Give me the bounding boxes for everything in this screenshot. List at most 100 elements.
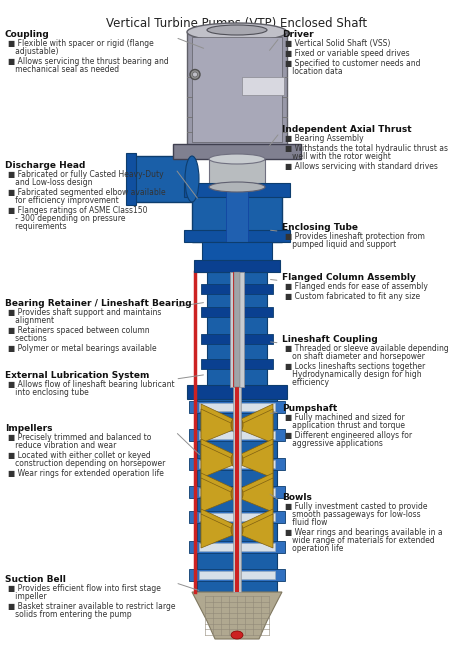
- Text: Independent Axial Thrust: Independent Axial Thrust: [282, 125, 411, 134]
- Polygon shape: [201, 514, 233, 548]
- Text: ■ Precisely trimmed and balanced to: ■ Precisely trimmed and balanced to: [8, 433, 151, 442]
- Bar: [189, 486, 285, 498]
- Text: alignment: alignment: [8, 316, 54, 325]
- Text: Driver: Driver: [282, 30, 314, 39]
- Polygon shape: [241, 409, 273, 443]
- Text: Impellers: Impellers: [5, 424, 52, 433]
- Text: requirements: requirements: [8, 222, 66, 231]
- Text: ■ Allows servicing with standard drives: ■ Allows servicing with standard drives: [285, 162, 438, 171]
- Bar: [192, 37, 282, 142]
- Text: impeller: impeller: [8, 592, 46, 601]
- Bar: [189, 541, 285, 553]
- Text: well with the rotor weight: well with the rotor weight: [285, 152, 391, 161]
- Text: application thrust and torque: application thrust and torque: [285, 421, 405, 430]
- Text: ■ Fabricated segmented elbow available: ■ Fabricated segmented elbow available: [8, 188, 165, 197]
- Bar: [189, 429, 285, 441]
- Text: ■ Provides lineshaft protection from: ■ Provides lineshaft protection from: [285, 233, 425, 241]
- Bar: [230, 272, 244, 387]
- Bar: [192, 187, 282, 242]
- Text: ■ Retainers spaced between column: ■ Retainers spaced between column: [8, 326, 149, 335]
- Text: Discharge Head: Discharge Head: [5, 161, 85, 170]
- Text: ■ Allows servicing the thrust bearing and: ■ Allows servicing the thrust bearing an…: [8, 57, 168, 66]
- Text: and Low-loss design: and Low-loss design: [8, 178, 92, 187]
- Ellipse shape: [231, 417, 243, 433]
- Text: into enclosing tube: into enclosing tube: [8, 388, 89, 397]
- Polygon shape: [201, 439, 233, 473]
- Text: ■ Threaded or sleeve available depending: ■ Threaded or sleeve available depending: [285, 344, 449, 353]
- Bar: [199, 513, 275, 521]
- Polygon shape: [241, 404, 273, 438]
- Text: fluid flow: fluid flow: [285, 518, 328, 527]
- Text: Enclosing Tube: Enclosing Tube: [282, 223, 358, 233]
- Ellipse shape: [185, 156, 199, 202]
- Text: Bowls: Bowls: [282, 493, 312, 502]
- Bar: [184, 183, 290, 197]
- Text: ■ Flanged ends for ease of assembly: ■ Flanged ends for ease of assembly: [285, 282, 428, 290]
- Text: Hydrodynamically design for high: Hydrodynamically design for high: [285, 370, 422, 379]
- Bar: [201, 334, 273, 344]
- Text: ■ Vertical Solid Shaft (VSS): ■ Vertical Solid Shaft (VSS): [285, 39, 391, 47]
- Bar: [199, 431, 275, 439]
- Polygon shape: [241, 439, 273, 473]
- Text: ■ Bearing Assembly: ■ Bearing Assembly: [285, 134, 364, 143]
- Bar: [126, 153, 136, 205]
- Text: smooth passageways for low-loss: smooth passageways for low-loss: [285, 510, 420, 519]
- Text: Suction Bell: Suction Bell: [5, 575, 65, 584]
- Text: ■ Allows flow of lineshaft bearing lubricant: ■ Allows flow of lineshaft bearing lubri…: [8, 380, 174, 389]
- Text: ■ Fixed or variable speed drives: ■ Fixed or variable speed drives: [285, 49, 410, 58]
- Polygon shape: [241, 473, 273, 507]
- Polygon shape: [201, 509, 233, 543]
- Text: construction depending on horsepower: construction depending on horsepower: [8, 459, 165, 468]
- Bar: [226, 187, 248, 242]
- Text: - 300 depending on pressure: - 300 depending on pressure: [8, 214, 125, 223]
- Bar: [199, 460, 275, 468]
- Bar: [189, 511, 285, 523]
- Text: adjustable): adjustable): [8, 47, 58, 56]
- Bar: [184, 230, 290, 242]
- Polygon shape: [241, 444, 273, 478]
- Polygon shape: [201, 473, 233, 507]
- Bar: [201, 284, 273, 294]
- Text: on shaft diameter and horsepower: on shaft diameter and horsepower: [285, 352, 425, 361]
- Bar: [189, 401, 285, 413]
- Text: ■ Custom fabricated to fit any size: ■ Custom fabricated to fit any size: [285, 292, 420, 301]
- Bar: [202, 242, 272, 267]
- Text: Pumpshaft: Pumpshaft: [282, 404, 337, 413]
- Bar: [235, 387, 239, 592]
- Bar: [209, 159, 265, 187]
- Bar: [187, 385, 287, 399]
- Text: ■ Flanges ratings of ASME Class150: ■ Flanges ratings of ASME Class150: [8, 206, 147, 215]
- Text: reduce vibration and wear: reduce vibration and wear: [8, 441, 116, 450]
- Text: ■ Wear rings and bearings available in a: ■ Wear rings and bearings available in a: [285, 528, 443, 537]
- Text: wide range of materials for extended: wide range of materials for extended: [285, 535, 435, 545]
- Bar: [199, 543, 275, 551]
- Ellipse shape: [207, 25, 267, 35]
- Polygon shape: [241, 509, 273, 543]
- Polygon shape: [201, 478, 233, 512]
- Text: ■ Withstands the total hydraulic thrust as: ■ Withstands the total hydraulic thrust …: [285, 144, 448, 153]
- Ellipse shape: [209, 182, 265, 192]
- Text: ■ Different engineered alloys for: ■ Different engineered alloys for: [285, 431, 412, 440]
- Text: for efficiency improvement: for efficiency improvement: [8, 196, 118, 205]
- Text: ■ Fully investment casted to provide: ■ Fully investment casted to provide: [285, 502, 428, 510]
- Bar: [201, 359, 273, 369]
- Ellipse shape: [231, 452, 243, 468]
- Polygon shape: [192, 592, 282, 639]
- Text: External Lubrication System: External Lubrication System: [5, 371, 149, 380]
- Text: operation life: operation life: [285, 544, 343, 553]
- Bar: [187, 32, 287, 147]
- Ellipse shape: [209, 154, 265, 164]
- Polygon shape: [201, 409, 233, 443]
- Text: ■ Provides efficient flow into first stage: ■ Provides efficient flow into first sta…: [8, 584, 161, 593]
- Bar: [199, 403, 275, 411]
- Polygon shape: [241, 478, 273, 512]
- Bar: [242, 76, 284, 95]
- Ellipse shape: [190, 70, 200, 79]
- Text: ■ Basket strainer available to restrict large: ■ Basket strainer available to restrict …: [8, 602, 175, 611]
- Ellipse shape: [231, 631, 243, 639]
- Text: pumped liquid and support: pumped liquid and support: [285, 240, 396, 250]
- Text: ■ Provides shaft support and maintains: ■ Provides shaft support and maintains: [8, 308, 161, 317]
- Polygon shape: [201, 444, 233, 478]
- Text: ■ Fully machined and sized for: ■ Fully machined and sized for: [285, 413, 405, 422]
- Text: Lineshaft Coupling: Lineshaft Coupling: [282, 335, 378, 344]
